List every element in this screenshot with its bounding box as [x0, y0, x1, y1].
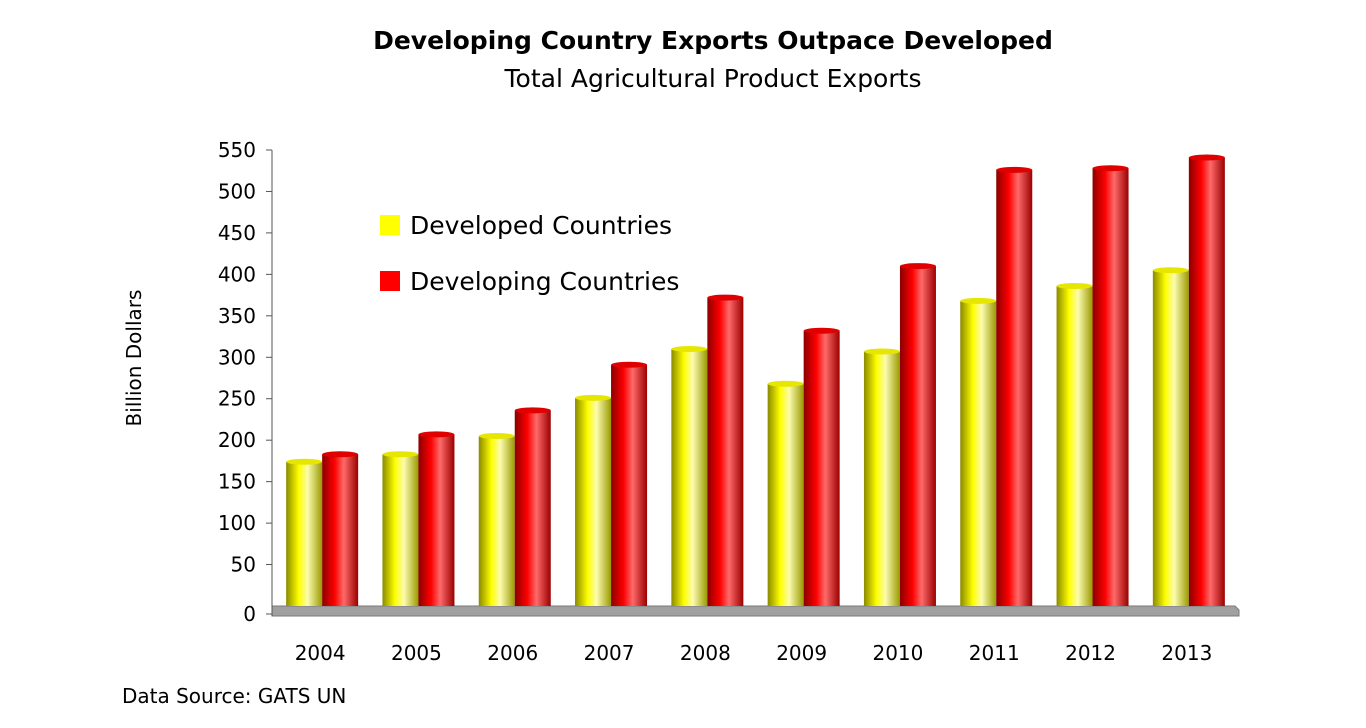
bar-developed-2013	[1152, 270, 1189, 606]
x-tick-label: 2008	[680, 641, 731, 665]
bar-developing-2009	[803, 330, 840, 606]
y-tick-label: 50	[231, 553, 256, 577]
y-tick-label: 500	[218, 179, 256, 203]
y-tick-label: 200	[218, 428, 256, 452]
legend: Developed Countries Developing Countries	[380, 208, 679, 320]
x-tick-label: 2013	[1161, 641, 1212, 665]
x-tick-label: 2010	[872, 641, 923, 665]
bar-cap-developed-2013	[1152, 267, 1189, 274]
bar-developed-2006	[478, 436, 515, 606]
bar-developing-2007	[611, 364, 648, 606]
x-tick-label: 2006	[487, 641, 538, 665]
x-tick-label: 2004	[295, 641, 346, 665]
legend-swatch-developed	[380, 215, 400, 235]
y-tick-label: 250	[218, 387, 256, 411]
bar-cap-developing-2005	[418, 431, 455, 438]
bar-cap-developed-2006	[478, 433, 515, 440]
x-tick-label: 2011	[969, 641, 1020, 665]
bar-cap-developed-2009	[767, 380, 804, 387]
bar-cap-developed-2008	[671, 345, 708, 352]
bar-cap-developing-2006	[514, 407, 551, 414]
y-tick-label: 0	[243, 602, 256, 626]
legend-swatch-developing	[380, 271, 400, 291]
y-tick-label: 100	[218, 511, 256, 535]
x-tick-label: 2007	[584, 641, 635, 665]
bar-cap-developed-2005	[382, 451, 419, 458]
data-source-note: Data Source: GATS UN	[122, 684, 347, 708]
y-tick-label: 350	[218, 304, 256, 328]
chart-title: Developing Country Exports Outpace Devel…	[373, 26, 1053, 55]
bar-developed-2010	[863, 351, 900, 606]
bar-cap-developing-2011	[996, 166, 1033, 173]
legend-item-developing: Developing Countries	[380, 264, 679, 298]
bar-cap-developed-2004	[286, 458, 323, 465]
bar-cap-developed-2010	[863, 348, 900, 355]
bar-developing-2010	[899, 266, 936, 606]
x-tick-label: 2005	[391, 641, 442, 665]
bar-developed-2004	[286, 461, 323, 606]
bar-cap-developed-2011	[960, 297, 997, 304]
bar-developed-2011	[960, 300, 997, 606]
bar-developing-2011	[996, 169, 1033, 606]
bar-cap-developed-2007	[575, 394, 612, 401]
x-tick-label: 2012	[1065, 641, 1116, 665]
bar-developed-2007	[575, 397, 612, 606]
bar-developed-2005	[382, 454, 419, 606]
bar-developing-2005	[418, 434, 455, 606]
y-tick-label: 150	[218, 470, 256, 494]
legend-item-developed: Developed Countries	[380, 208, 679, 242]
bar-cap-developed-2012	[1056, 282, 1093, 289]
bar-developed-2008	[671, 348, 708, 606]
bar-developed-2012	[1056, 285, 1093, 606]
chart-floor	[271, 605, 1240, 617]
bar-developing-2004	[322, 454, 359, 606]
bar-developing-2012	[1092, 168, 1129, 607]
x-tick-label: 2009	[776, 641, 827, 665]
bar-developed-2009	[767, 383, 804, 606]
y-tick-label: 300	[218, 345, 256, 369]
bar-cap-developing-2009	[803, 327, 840, 334]
y-tick-label: 550	[218, 138, 256, 162]
bar-developing-2008	[707, 297, 744, 606]
chart-subtitle: Total Agricultural Product Exports	[504, 64, 922, 93]
bar-developing-2006	[514, 410, 551, 606]
bar-cap-developing-2004	[322, 451, 359, 458]
y-tick-label: 400	[218, 262, 256, 286]
legend-label-developing: Developing Countries	[410, 266, 680, 296]
bar-cap-developing-2013	[1188, 154, 1225, 161]
y-tick-label: 450	[218, 221, 256, 245]
bar-cap-developing-2012	[1092, 165, 1129, 172]
legend-label-developed: Developed Countries	[410, 210, 672, 240]
bar-cap-developing-2007	[611, 361, 648, 368]
bar-cap-developing-2010	[899, 263, 936, 270]
bar-cap-developing-2008	[707, 294, 744, 301]
bar-developing-2013	[1188, 157, 1225, 606]
